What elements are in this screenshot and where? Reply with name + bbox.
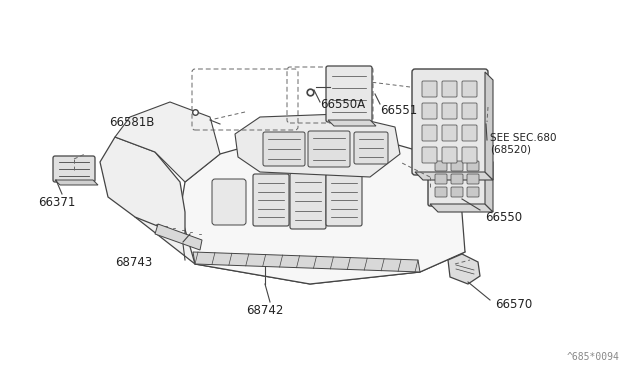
FancyBboxPatch shape <box>422 125 437 141</box>
Polygon shape <box>328 120 376 126</box>
FancyBboxPatch shape <box>290 173 326 229</box>
FancyBboxPatch shape <box>451 187 463 197</box>
Text: 66371: 66371 <box>38 196 76 208</box>
Polygon shape <box>55 180 98 185</box>
Text: 66550A: 66550A <box>320 97 365 110</box>
Text: ^685*0094: ^685*0094 <box>567 352 620 362</box>
FancyBboxPatch shape <box>212 179 246 225</box>
FancyBboxPatch shape <box>435 187 447 197</box>
FancyBboxPatch shape <box>467 161 479 171</box>
Polygon shape <box>193 252 420 272</box>
FancyBboxPatch shape <box>263 132 305 166</box>
FancyBboxPatch shape <box>442 103 457 119</box>
Polygon shape <box>115 102 220 182</box>
Polygon shape <box>155 224 202 250</box>
FancyBboxPatch shape <box>442 81 457 97</box>
Text: 68743: 68743 <box>115 256 152 269</box>
FancyBboxPatch shape <box>428 152 487 206</box>
Polygon shape <box>485 154 493 212</box>
FancyBboxPatch shape <box>308 131 350 167</box>
Text: 66581B: 66581B <box>109 115 155 128</box>
Text: 66570: 66570 <box>495 298 532 311</box>
FancyBboxPatch shape <box>435 174 447 184</box>
Text: 68742: 68742 <box>246 304 284 317</box>
Polygon shape <box>415 172 493 180</box>
FancyBboxPatch shape <box>253 174 289 226</box>
Polygon shape <box>448 254 480 284</box>
FancyBboxPatch shape <box>326 174 362 226</box>
Text: SEE SEC.680
(68520): SEE SEC.680 (68520) <box>490 133 557 155</box>
FancyBboxPatch shape <box>422 81 437 97</box>
FancyBboxPatch shape <box>354 132 388 164</box>
Polygon shape <box>100 137 185 237</box>
Polygon shape <box>235 114 400 177</box>
FancyBboxPatch shape <box>462 81 477 97</box>
FancyBboxPatch shape <box>467 174 479 184</box>
Polygon shape <box>135 197 465 284</box>
Text: 66551: 66551 <box>380 103 417 116</box>
FancyBboxPatch shape <box>442 147 457 163</box>
FancyBboxPatch shape <box>435 161 447 171</box>
Polygon shape <box>180 137 465 284</box>
FancyBboxPatch shape <box>451 161 463 171</box>
FancyBboxPatch shape <box>53 156 95 182</box>
Polygon shape <box>485 72 493 180</box>
Polygon shape <box>430 204 493 212</box>
FancyBboxPatch shape <box>462 125 477 141</box>
FancyBboxPatch shape <box>451 174 463 184</box>
FancyBboxPatch shape <box>412 69 488 175</box>
FancyBboxPatch shape <box>462 147 477 163</box>
FancyBboxPatch shape <box>326 66 372 122</box>
FancyBboxPatch shape <box>462 103 477 119</box>
FancyBboxPatch shape <box>467 187 479 197</box>
FancyBboxPatch shape <box>442 125 457 141</box>
FancyBboxPatch shape <box>422 147 437 163</box>
FancyBboxPatch shape <box>422 103 437 119</box>
Text: 66550: 66550 <box>485 211 522 224</box>
